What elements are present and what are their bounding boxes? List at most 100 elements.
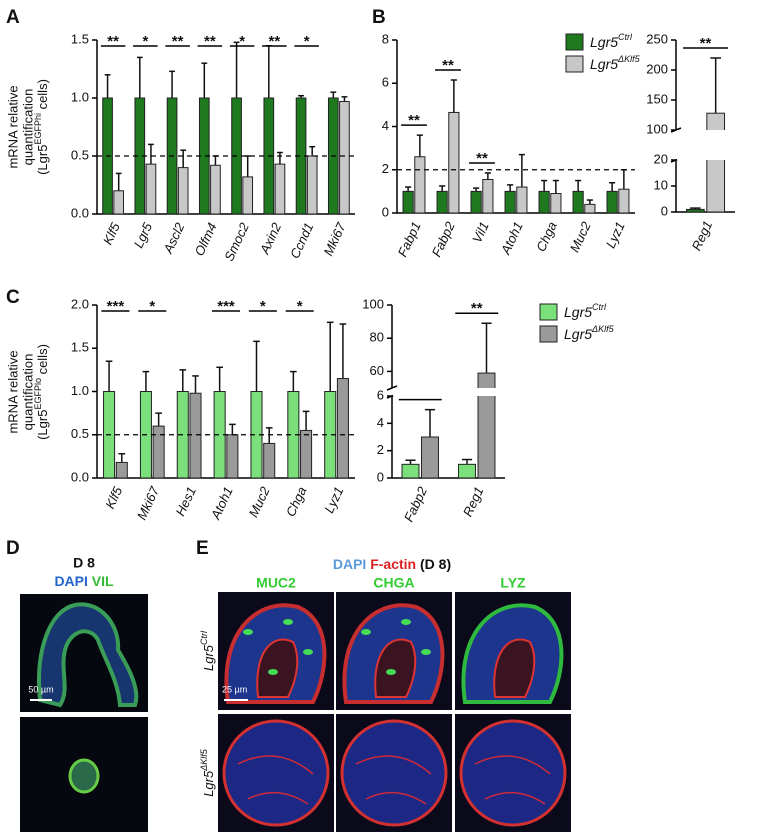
stain-label: DAPI VIL	[54, 573, 114, 589]
cell	[401, 619, 411, 625]
significance-label: **	[442, 57, 454, 74]
y-tick-label: 8	[382, 31, 389, 46]
cell	[421, 649, 431, 655]
significance-label: **	[408, 112, 420, 129]
stain: VIL	[92, 573, 114, 589]
y-tick-label: 2	[382, 161, 389, 176]
column-header: MUC2	[256, 575, 296, 591]
legend-label: Lgr5ΔKlf5	[564, 324, 615, 341]
y-tick-label: 200	[646, 61, 668, 76]
bar	[402, 190, 414, 214]
bar	[458, 463, 476, 479]
superscript: EGFPhi	[33, 113, 43, 145]
y-label-line: (Lgr5EGFPlo cells)	[33, 344, 50, 440]
bar	[572, 190, 584, 214]
y-tick-label: 0.0	[71, 469, 89, 484]
x-tick-label: Klf5	[100, 220, 123, 247]
bar	[538, 190, 550, 214]
organoid	[459, 719, 567, 827]
bar	[414, 156, 426, 214]
legend-swatch	[565, 33, 584, 51]
lumen	[493, 638, 536, 698]
significance-label: *	[239, 33, 245, 50]
x-tick-label: Mki67	[134, 484, 163, 522]
x-tick-label: Ccnd1	[287, 220, 316, 260]
actin	[355, 755, 432, 805]
y-tick-label: 100	[646, 121, 668, 136]
legend-label: Lgr5ΔKlf5	[590, 54, 641, 71]
scale-bar: 50 µm	[28, 684, 53, 694]
axis-gap	[393, 388, 506, 396]
bar	[336, 378, 349, 479]
y-tick-label: 20	[654, 151, 668, 166]
y-tick-label: 1.0	[71, 383, 89, 398]
y-tick-label: 1.5	[71, 31, 89, 46]
cell	[361, 629, 371, 635]
cell	[283, 619, 293, 625]
label-text: Lgr5	[590, 56, 618, 72]
y-tick-label: 2	[377, 442, 384, 457]
y-tick-label: 6	[382, 75, 389, 90]
x-tick-label: Chga	[533, 219, 560, 254]
y-label-line: quantification	[20, 354, 35, 431]
x-tick-label: Atoh1	[207, 484, 235, 522]
y-tick-label: 80	[370, 330, 384, 345]
micrograph: 50 µm	[20, 594, 148, 832]
x-tick-label: Lyz1	[603, 219, 628, 250]
bar	[477, 372, 496, 479]
significance-label: **	[107, 33, 119, 50]
significance-label: **	[172, 33, 184, 50]
x-tick-label: Smoc2	[221, 220, 252, 264]
y-tick-label: 0	[661, 203, 668, 218]
y-tick-label: 4	[382, 118, 389, 133]
y-tick-label: 0.5	[71, 426, 89, 441]
lumen	[374, 638, 417, 698]
bar	[242, 176, 254, 215]
panel-label: C	[6, 287, 20, 308]
actin	[474, 755, 551, 805]
column-header: LYZ	[500, 575, 526, 591]
organoid	[340, 719, 448, 827]
bar	[339, 100, 350, 215]
superscript: ΔKlf5	[617, 54, 641, 64]
significance-label: *	[297, 298, 303, 315]
cell	[303, 649, 313, 655]
axis-break	[386, 385, 398, 391]
significance-label: **	[476, 150, 488, 167]
x-tick-label: Atoh1	[497, 219, 525, 257]
y-tick-label: 10	[654, 177, 668, 192]
bar	[226, 434, 239, 479]
superscript: Ctrl	[199, 630, 209, 645]
x-tick-label: Reg1	[689, 218, 716, 253]
cell	[243, 629, 253, 635]
label-text: cells)	[35, 344, 50, 378]
label-text: Lgr5	[564, 326, 592, 342]
y-tick-label: 0	[382, 204, 389, 219]
superscript: EGFPlo	[33, 378, 43, 410]
stain: DAPI	[54, 573, 87, 589]
x-tick-label: Fabp2	[401, 484, 430, 524]
bar	[177, 167, 189, 215]
bar	[706, 112, 726, 213]
row-label: Lgr5ΔKlf5	[199, 748, 216, 797]
stain-label: DAPI F-actin (D 8)	[333, 556, 451, 572]
x-tick-label: Lgr5	[131, 220, 156, 251]
superscript: Ctrl	[592, 302, 607, 312]
y-tick-label: 6	[377, 387, 384, 402]
bar	[274, 163, 286, 215]
label-text: cells)	[35, 79, 50, 113]
label-text: Lgr5	[590, 34, 618, 50]
superscript: ΔKlf5	[591, 324, 615, 334]
significance-label: *	[149, 298, 155, 315]
label-text: (Lgr5	[35, 410, 50, 440]
legend-label: Lgr5Ctrl	[590, 32, 633, 49]
y-tick-label: 0	[377, 469, 384, 484]
y-label-line: mRNA relative	[5, 350, 20, 433]
micrograph-grid	[218, 592, 571, 832]
bar	[606, 190, 618, 214]
bar	[152, 425, 165, 479]
row-label: Lgr5Ctrl	[199, 630, 216, 671]
scale-bar-label: 25 µm	[222, 684, 247, 694]
significance-label: *	[260, 298, 266, 315]
organoid	[222, 719, 330, 827]
